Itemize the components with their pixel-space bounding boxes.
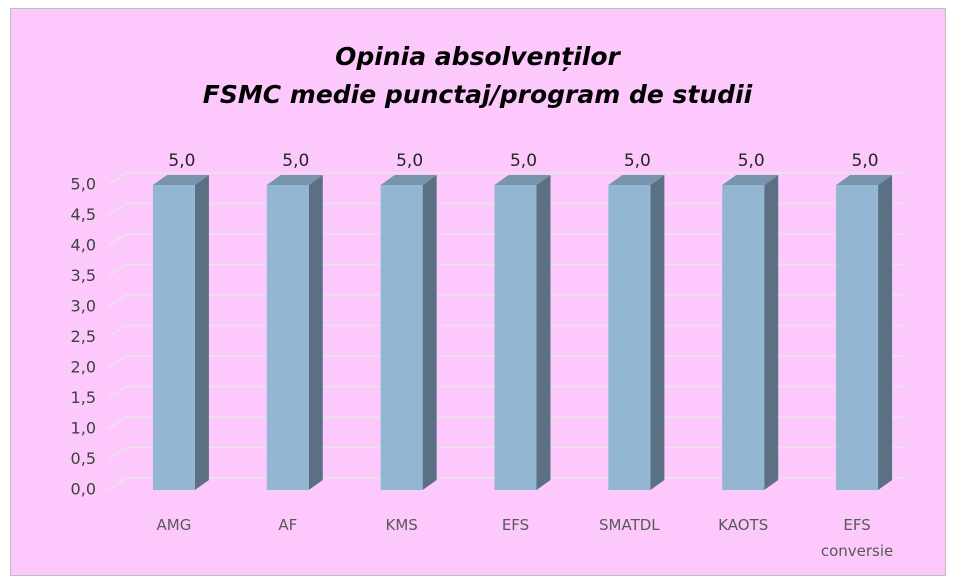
bar-side [536, 175, 551, 490]
bar-top [494, 175, 551, 185]
x-tick-label: SMATDL [599, 516, 660, 534]
data-label: 5,0 [624, 151, 651, 171]
bar [494, 185, 537, 490]
bar-top [836, 175, 893, 185]
y-tick-label: 0,5 [71, 449, 96, 468]
data-label: 5,0 [510, 151, 537, 171]
bar-top [266, 175, 323, 185]
bar-top [152, 175, 209, 185]
y-tick-label: 3,0 [71, 297, 96, 316]
bar-top [608, 175, 665, 185]
y-tick-label: 2,5 [71, 327, 96, 346]
y-tick-label: 0,0 [71, 480, 96, 499]
chart-title: FSMC medie punctaj/program de studii [202, 80, 753, 109]
y-tick-label: 3,5 [71, 266, 96, 285]
y-tick-label: 2,0 [71, 358, 96, 377]
bar-side [308, 175, 323, 490]
data-label: 5,0 [168, 151, 195, 171]
bar [152, 185, 195, 490]
bar-side [422, 175, 437, 490]
y-tick-label: 1,0 [71, 419, 96, 438]
x-tick-label: EFS conversie [820, 516, 894, 560]
bar-side [194, 175, 209, 490]
x-tick-label: AF [278, 516, 298, 534]
y-tick-label: 4,5 [71, 205, 96, 224]
bar [266, 185, 309, 490]
bar [608, 185, 651, 490]
data-label: 5,0 [738, 151, 765, 171]
y-tick-label: 4,0 [71, 236, 96, 255]
data-label: 5,0 [396, 151, 423, 171]
grid-line [107, 172, 905, 186]
bar-top [722, 175, 779, 185]
data-label: 5,0 [282, 151, 309, 171]
bar-top [380, 175, 437, 185]
bar-side [878, 175, 893, 490]
x-tick-label: KAOTS [718, 516, 769, 534]
bar-side [650, 175, 665, 490]
y-tick-label: 5,0 [71, 175, 96, 194]
bar [722, 185, 765, 490]
x-tick-label: KMS [385, 516, 418, 534]
bar-side [764, 175, 779, 490]
y-tick-label: 1,5 [71, 388, 96, 407]
x-tick-label: EFS [501, 516, 530, 534]
chart-title: Opinia absolvenților [335, 42, 620, 71]
data-label: 5,0 [852, 151, 879, 171]
bar [836, 185, 879, 490]
bar [380, 185, 423, 490]
x-tick-label: AMG [156, 516, 192, 534]
